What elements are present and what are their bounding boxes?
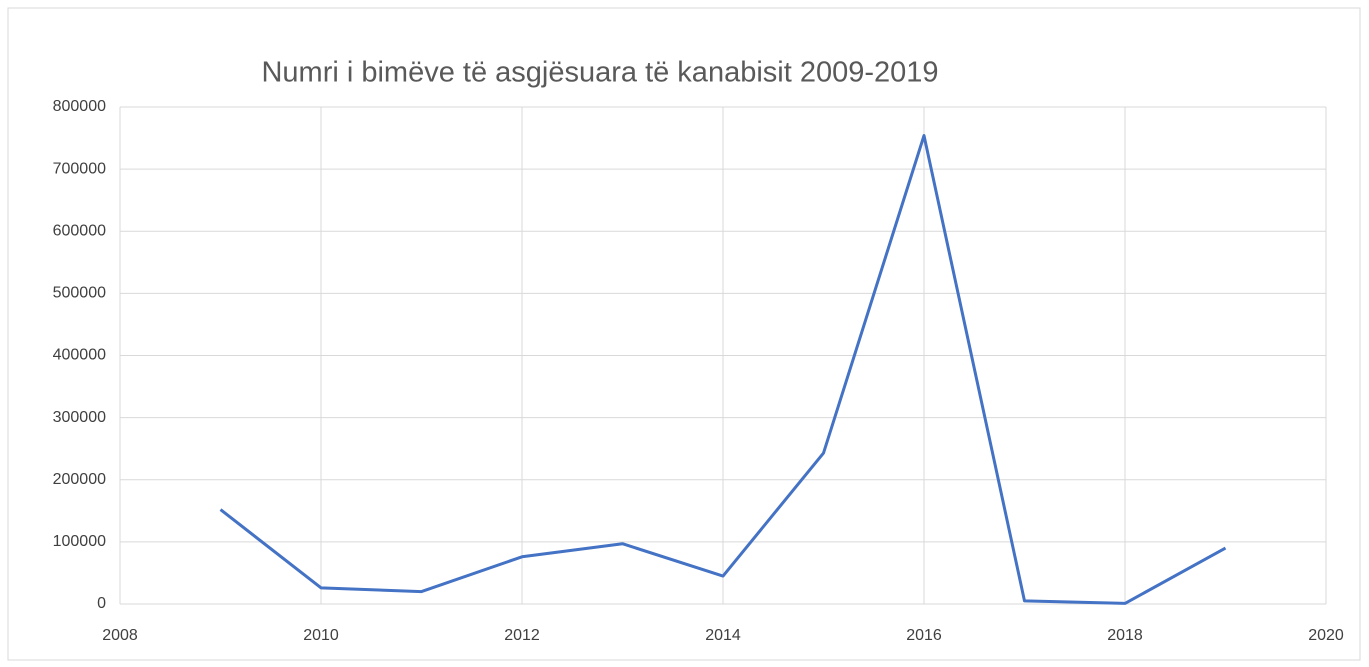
x-tick-label: 2010 (303, 627, 339, 644)
y-tick-label: 700000 (53, 160, 106, 177)
y-tick-label: 500000 (53, 285, 106, 302)
chart-border (7, 7, 1361, 661)
x-tick-label: 2016 (906, 627, 942, 644)
x-tick-label: 2020 (1308, 627, 1344, 644)
y-tick-label: 300000 (53, 409, 106, 426)
y-tick-label: 600000 (53, 222, 106, 239)
x-tick-label: 2012 (504, 627, 540, 644)
y-tick-label: 100000 (53, 533, 106, 550)
x-tick-label: 2008 (102, 627, 138, 644)
y-tick-label: 0 (97, 595, 106, 612)
x-tick-label: 2018 (1107, 627, 1143, 644)
chart-title: Numri i bimëve të asgjësuara të kanabisi… (261, 57, 938, 89)
y-tick-label: 800000 (53, 98, 106, 115)
y-tick-label: 200000 (53, 471, 106, 488)
x-tick-label: 2014 (705, 627, 741, 644)
y-tick-label: 400000 (53, 347, 106, 364)
data-line (219, 134, 1227, 605)
